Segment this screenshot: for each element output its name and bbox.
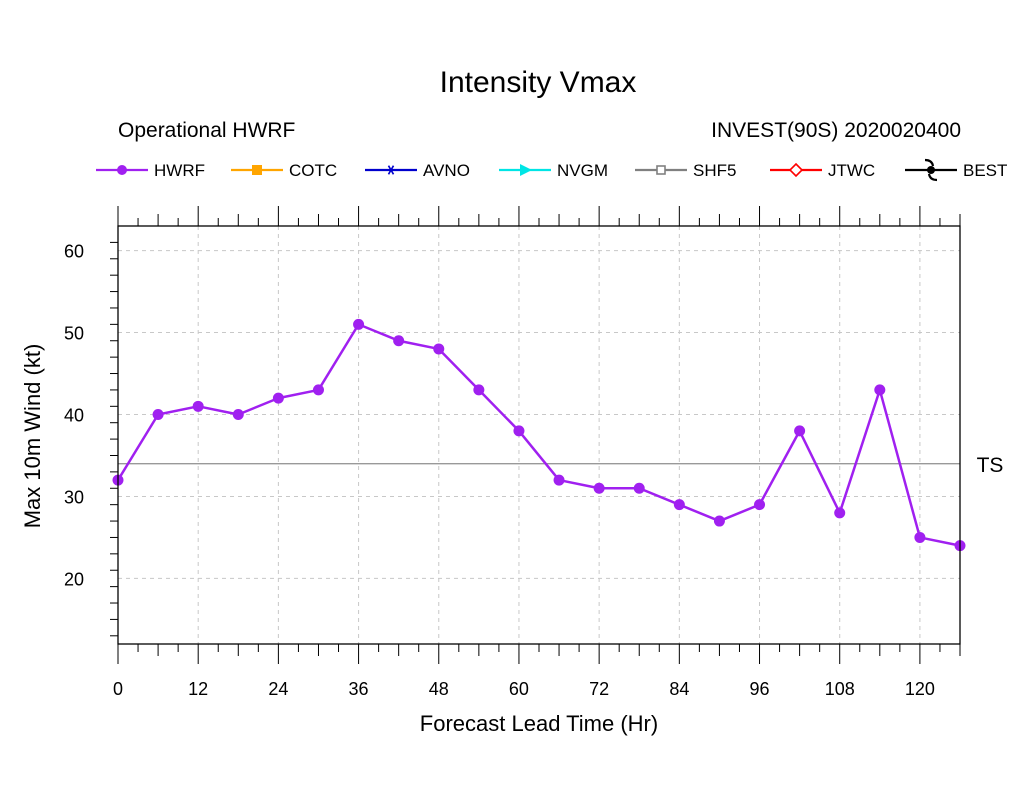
plot-frame [117, 225, 961, 645]
legend-item-nvgm: NVGM [499, 161, 608, 180]
legend-label: SHF5 [693, 161, 736, 180]
x-axis-label: Forecast Lead Time (Hr) [420, 711, 658, 736]
data-point [433, 343, 445, 355]
legend-label: COTC [289, 161, 337, 180]
hurricane-icon-arm-top [924, 158, 935, 167]
legend-item-shf5: SHF5 [635, 161, 736, 180]
y-tick-label: 20 [64, 569, 84, 589]
legend-marker-open-square [656, 165, 666, 175]
data-point [312, 384, 324, 396]
series-line-hwrf [116, 323, 961, 547]
legend: HWRF COTC AVNO NVGM SHF5 JTWC BEST [96, 158, 1007, 182]
legend-item-avno: AVNO [365, 161, 470, 180]
hurricane-icon-core [927, 166, 935, 174]
data-point [473, 384, 485, 396]
data-point [272, 392, 284, 404]
legend-marker-circle [117, 165, 127, 175]
legend-marker-asterisk-stroke [387, 165, 395, 175]
legend-label: JTWC [828, 161, 875, 180]
data-point [593, 482, 605, 494]
axes-layer: 0 12 24 36 48 60 72 84 96 108 120 20 30 40 50 60 [64, 206, 961, 699]
data-point [232, 409, 244, 421]
legend-label: HWRF [154, 161, 205, 180]
data-point [754, 499, 766, 511]
y-tick-label: 40 [64, 406, 84, 426]
grid-layer [118, 226, 960, 644]
x-tick-label: 24 [268, 679, 288, 699]
legend-marker-square [252, 165, 262, 175]
x-tick-label: 72 [589, 679, 609, 699]
data-point [914, 531, 926, 543]
data-point [553, 474, 565, 486]
data-point [192, 400, 204, 412]
x-tick-label: 96 [750, 679, 770, 699]
x-tick-label: 108 [825, 679, 855, 699]
data-point [673, 499, 685, 511]
data-point [393, 335, 405, 347]
y-tick-label: 60 [64, 242, 84, 262]
legend-item-hwrf: HWRF [96, 161, 205, 180]
x-tick-label: 60 [509, 679, 529, 699]
data-point [794, 425, 806, 437]
legend-marker-triangle [520, 164, 532, 176]
data-point [152, 409, 164, 421]
legend-label: AVNO [423, 161, 470, 180]
legend-marker-diamond [788, 162, 804, 178]
chart-subtitle-left: Operational HWRF [118, 119, 295, 142]
data-point [513, 425, 525, 437]
x-tick-label: 0 [113, 679, 123, 699]
legend-item-cotc: COTC [231, 161, 337, 180]
x-tick-label: 12 [188, 679, 208, 699]
y-axis-label: Max 10m Wind (kt) [20, 344, 45, 529]
y-tick-label: 30 [64, 487, 84, 507]
x-tick-label: 120 [905, 679, 935, 699]
data-point [353, 318, 365, 330]
x-tick-label: 36 [349, 679, 369, 699]
series-layer [112, 318, 966, 552]
y-tick-label: 50 [64, 324, 84, 344]
chart-subtitle-right: INVEST(90S) 2020020400 [711, 119, 961, 142]
legend-label: BEST [963, 161, 1007, 180]
legend-item-jtwc: JTWC [770, 161, 875, 180]
x-tick-label: 84 [669, 679, 689, 699]
x-tick-label: 48 [429, 679, 449, 699]
data-point [713, 515, 725, 527]
data-point [633, 482, 645, 494]
data-point [834, 507, 846, 519]
legend-item-best: BEST [905, 158, 1007, 182]
chart-title: Intensity Vmax [440, 66, 637, 99]
data-point [874, 384, 886, 396]
legend-label: NVGM [557, 161, 608, 180]
reference-line-label: TS [977, 454, 1004, 477]
hurricane-icon-arm-bottom [927, 173, 938, 182]
